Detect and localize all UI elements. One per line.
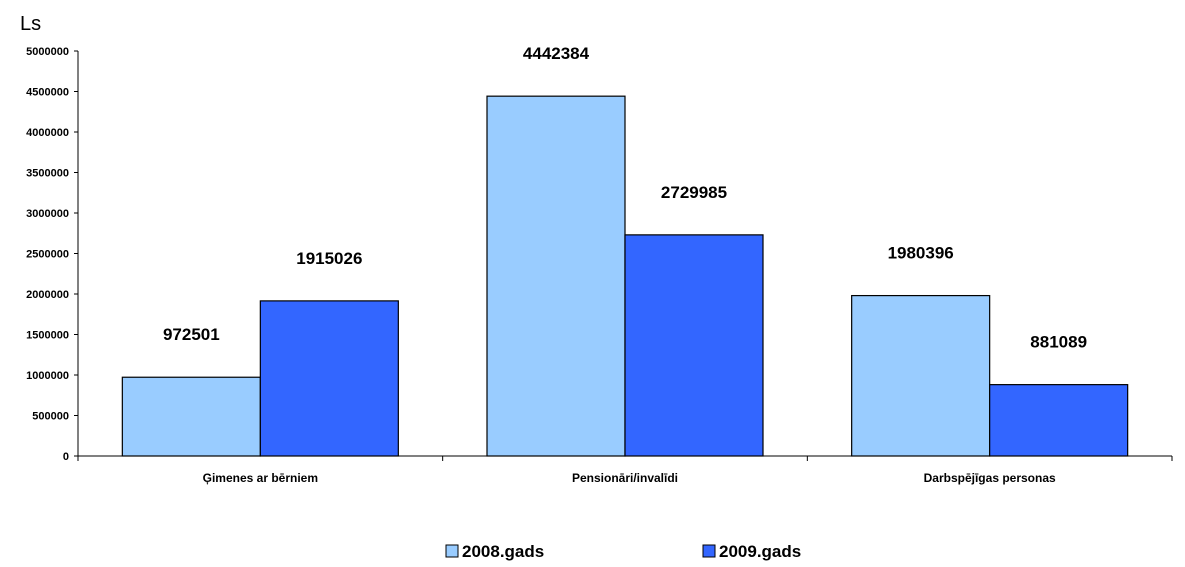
y-axis-ticks: 0 500000 1000000 1500000 2000000 2500000 30000… bbox=[26, 46, 78, 463]
data-label: 1980396 bbox=[888, 244, 954, 263]
data-label: 881089 bbox=[1030, 333, 1087, 352]
legend-label: 2008.gads bbox=[462, 542, 544, 561]
axes bbox=[77, 51, 1173, 461]
data-label: 2729985 bbox=[661, 183, 727, 202]
legend: 2008.gads 2009.gads bbox=[445, 542, 801, 561]
y-tick-label: 2500000 bbox=[26, 249, 69, 261]
data-label: 1915026 bbox=[296, 249, 362, 268]
data-labels: 972501 4442384 1980396 1915026 2729985 881089 bbox=[163, 44, 1087, 351]
category-label: Darbspējīgas personas bbox=[924, 471, 1056, 485]
bars bbox=[121, 95, 1129, 457]
y-tick-label: 0 bbox=[63, 451, 69, 463]
bar-0-0 bbox=[121, 376, 261, 457]
y-tick-label: 4000000 bbox=[26, 127, 69, 139]
data-label: 972501 bbox=[163, 325, 220, 344]
category-labels: Ģimenes ar bērniem Pensionāri/invalīdi Dar… bbox=[203, 471, 1056, 485]
y-tick-label: 1500000 bbox=[26, 330, 69, 342]
category-label: Ģimenes ar bērniem bbox=[203, 471, 318, 485]
bar-0-2 bbox=[851, 294, 991, 457]
y-tick-label: 3000000 bbox=[26, 208, 69, 220]
category-label: Pensionāri/invalīdi bbox=[572, 471, 678, 485]
legend-label: 2009.gads bbox=[719, 542, 801, 561]
y-axis-unit-label: Ls bbox=[20, 13, 41, 35]
bar-1-2 bbox=[989, 384, 1129, 457]
data-label: 4442384 bbox=[523, 44, 590, 63]
legend-swatch bbox=[445, 544, 459, 558]
y-tick-label: 1000000 bbox=[26, 370, 69, 382]
bar-1-1 bbox=[624, 234, 764, 457]
y-tick-label: 500000 bbox=[32, 411, 69, 423]
legend-swatch bbox=[702, 544, 716, 558]
y-tick-label: 5000000 bbox=[26, 46, 69, 58]
y-tick-label: 2000000 bbox=[26, 289, 69, 301]
bar-1-0 bbox=[259, 300, 399, 457]
y-tick-label: 3500000 bbox=[26, 168, 69, 180]
bar-0-1 bbox=[486, 95, 626, 457]
y-tick-label: 4500000 bbox=[26, 87, 69, 99]
